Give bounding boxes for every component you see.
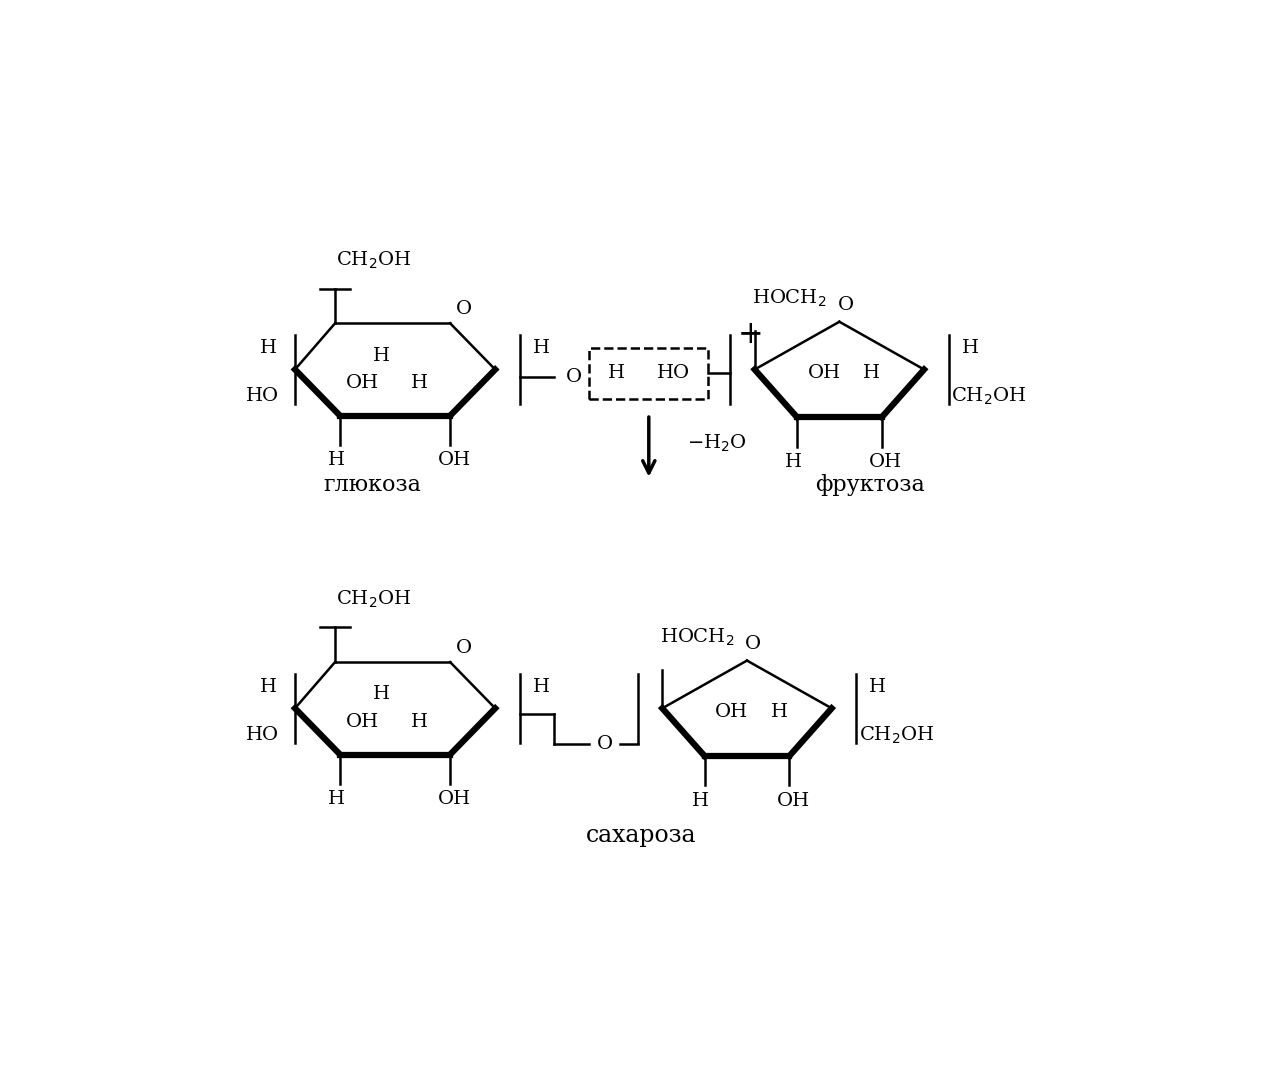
Text: O: O xyxy=(456,639,472,657)
Text: H: H xyxy=(373,686,390,703)
Text: O: O xyxy=(596,735,613,753)
Text: OH: OH xyxy=(438,451,471,470)
Text: OH: OH xyxy=(346,374,380,392)
Text: H: H xyxy=(260,339,277,356)
Text: HO: HO xyxy=(246,387,279,405)
Text: H: H xyxy=(412,374,429,392)
Text: OH: OH xyxy=(346,713,380,731)
Text: CH$_2$OH: CH$_2$OH xyxy=(951,386,1027,407)
Text: H: H xyxy=(260,678,277,695)
Text: OH: OH xyxy=(776,791,810,810)
Text: OH: OH xyxy=(869,453,902,471)
Text: HOCH$_2$: HOCH$_2$ xyxy=(752,288,826,310)
Bar xyxy=(589,348,708,399)
Text: H: H xyxy=(328,790,345,808)
Text: фруктоза: фруктоза xyxy=(815,474,925,496)
Text: H: H xyxy=(870,678,887,695)
Text: +: + xyxy=(737,319,763,350)
Text: $-$H$_2$O: $-$H$_2$O xyxy=(687,433,746,453)
Text: HO: HO xyxy=(246,726,279,744)
Text: O: O xyxy=(566,368,582,386)
Text: HOCH$_2$: HOCH$_2$ xyxy=(660,627,734,649)
Text: сахароза: сахароза xyxy=(587,824,696,847)
Text: H: H xyxy=(373,347,390,365)
Text: H: H xyxy=(771,703,788,722)
Text: H: H xyxy=(412,713,429,731)
Text: O: O xyxy=(456,301,472,318)
Text: O: O xyxy=(745,634,761,653)
Text: O: O xyxy=(838,295,853,314)
Text: OH: OH xyxy=(438,790,471,808)
Text: H: H xyxy=(328,451,345,470)
Text: OH: OH xyxy=(716,703,748,722)
Text: глюкоза: глюкоза xyxy=(323,474,421,496)
Text: H: H xyxy=(785,453,802,471)
Text: HO: HO xyxy=(658,364,690,383)
Text: H: H xyxy=(864,364,880,383)
Text: CH$_2$OH: CH$_2$OH xyxy=(336,250,411,270)
Text: H: H xyxy=(533,339,550,356)
Text: H: H xyxy=(533,678,550,695)
Text: CH$_2$OH: CH$_2$OH xyxy=(336,589,411,609)
Text: H: H xyxy=(692,791,709,810)
Text: H: H xyxy=(961,339,979,356)
Text: CH$_2$OH: CH$_2$OH xyxy=(858,725,934,746)
Text: H: H xyxy=(607,364,624,383)
Text: OH: OH xyxy=(807,364,840,383)
